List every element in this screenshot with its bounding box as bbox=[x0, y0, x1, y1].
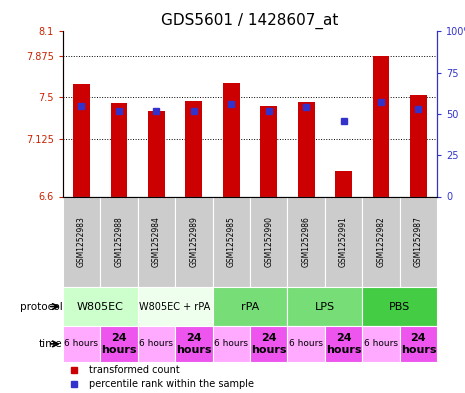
Bar bbox=[410, 95, 427, 196]
Text: GSM1252990: GSM1252990 bbox=[264, 216, 273, 267]
Text: rPA: rPA bbox=[241, 301, 259, 312]
Text: 6 hours: 6 hours bbox=[289, 340, 323, 348]
Bar bbox=[175, 326, 213, 362]
Bar bbox=[100, 196, 138, 287]
Text: GSM1252987: GSM1252987 bbox=[414, 216, 423, 267]
Text: 24
hours: 24 hours bbox=[326, 333, 361, 354]
Bar bbox=[372, 56, 389, 196]
Text: GSM1252991: GSM1252991 bbox=[339, 216, 348, 267]
Bar bbox=[362, 287, 437, 326]
Text: 24
hours: 24 hours bbox=[176, 333, 212, 354]
Text: 6 hours: 6 hours bbox=[140, 340, 173, 348]
Bar bbox=[213, 287, 287, 326]
Bar bbox=[111, 103, 127, 196]
Text: W805EC: W805EC bbox=[77, 301, 124, 312]
Bar bbox=[73, 84, 90, 196]
Bar bbox=[138, 287, 213, 326]
Text: GSM1252986: GSM1252986 bbox=[302, 216, 311, 267]
Text: transformed count: transformed count bbox=[89, 365, 180, 375]
Bar bbox=[362, 196, 399, 287]
Bar bbox=[325, 196, 362, 287]
Bar bbox=[63, 196, 100, 287]
Bar bbox=[287, 326, 325, 362]
Text: 6 hours: 6 hours bbox=[65, 340, 99, 348]
Bar bbox=[399, 196, 437, 287]
Bar bbox=[175, 196, 213, 287]
Text: GSM1252983: GSM1252983 bbox=[77, 216, 86, 267]
Bar bbox=[298, 102, 314, 196]
Bar bbox=[63, 287, 138, 326]
Text: percentile rank within the sample: percentile rank within the sample bbox=[89, 379, 254, 389]
Text: GSM1252989: GSM1252989 bbox=[189, 216, 198, 267]
Text: GSM1252984: GSM1252984 bbox=[152, 216, 161, 267]
Text: 6 hours: 6 hours bbox=[364, 340, 398, 348]
Bar bbox=[287, 287, 362, 326]
Text: 24
hours: 24 hours bbox=[251, 333, 286, 354]
Text: GSM1252988: GSM1252988 bbox=[114, 216, 123, 267]
Text: time: time bbox=[39, 339, 63, 349]
Bar bbox=[250, 196, 287, 287]
Text: protocol: protocol bbox=[20, 301, 63, 312]
Bar bbox=[100, 326, 138, 362]
Bar bbox=[362, 326, 399, 362]
Bar bbox=[148, 111, 165, 196]
Bar bbox=[213, 326, 250, 362]
Bar bbox=[399, 326, 437, 362]
Text: GSM1252982: GSM1252982 bbox=[377, 216, 385, 267]
Bar bbox=[335, 171, 352, 196]
Text: LPS: LPS bbox=[315, 301, 335, 312]
Bar bbox=[138, 196, 175, 287]
Text: 6 hours: 6 hours bbox=[214, 340, 248, 348]
Text: PBS: PBS bbox=[389, 301, 410, 312]
Text: 24
hours: 24 hours bbox=[101, 333, 137, 354]
Bar bbox=[186, 101, 202, 196]
Text: W805EC + rPA: W805EC + rPA bbox=[140, 301, 211, 312]
Bar bbox=[260, 106, 277, 196]
Bar bbox=[287, 196, 325, 287]
Text: GSM1252985: GSM1252985 bbox=[227, 216, 236, 267]
Bar bbox=[213, 196, 250, 287]
Bar bbox=[138, 326, 175, 362]
Bar bbox=[223, 83, 239, 196]
Bar bbox=[63, 326, 100, 362]
Bar bbox=[250, 326, 287, 362]
Bar bbox=[325, 326, 362, 362]
Text: 24
hours: 24 hours bbox=[401, 333, 436, 354]
Title: GDS5601 / 1428607_at: GDS5601 / 1428607_at bbox=[161, 13, 339, 29]
